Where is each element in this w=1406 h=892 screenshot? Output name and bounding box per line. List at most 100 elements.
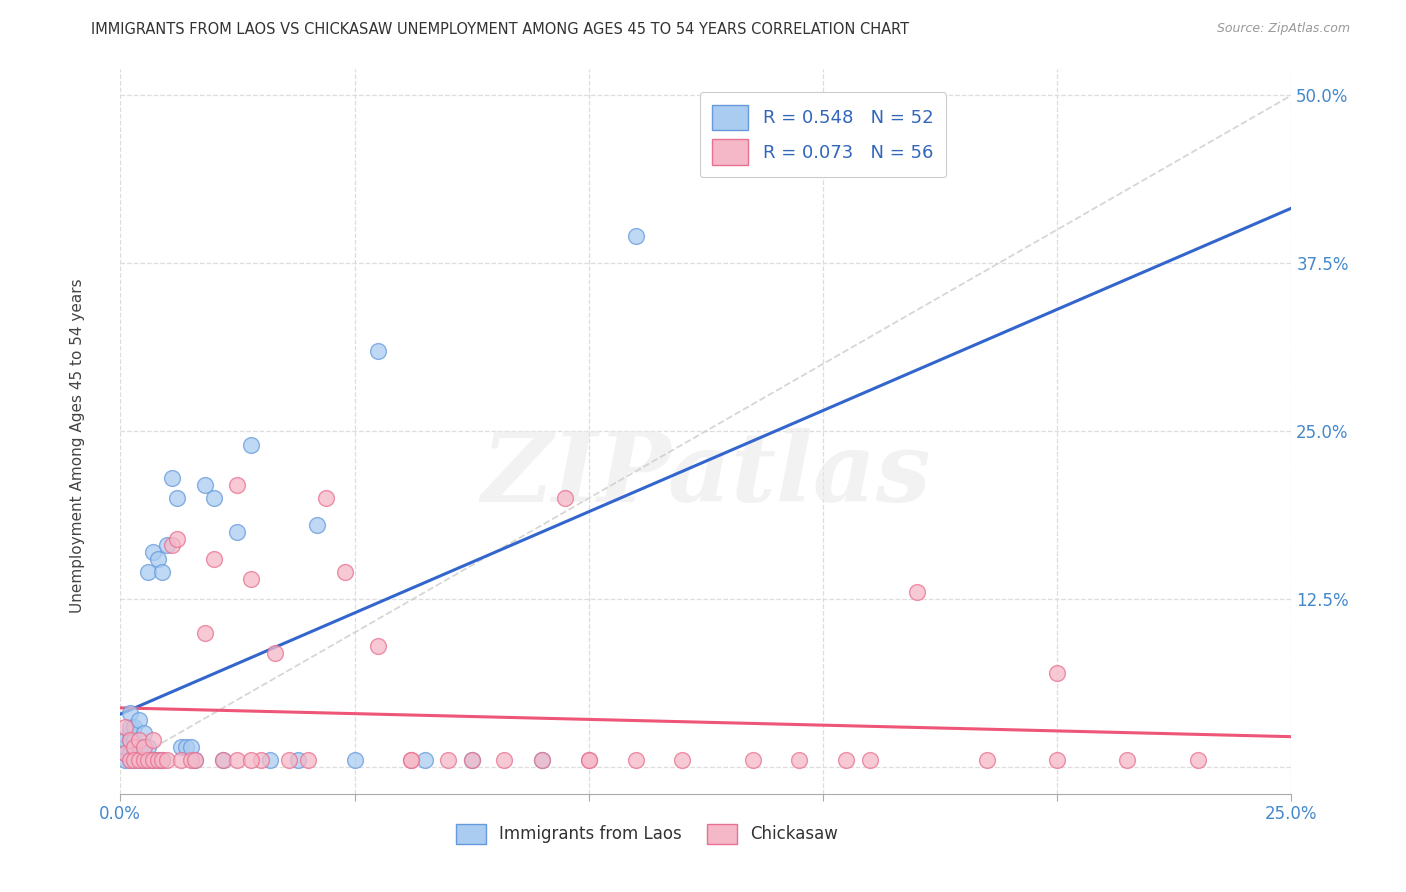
Point [315,491,337,506]
Point [250,753,273,767]
Legend: R = 0.548   N = 52, R = 0.073   N = 56: R = 0.548 N = 52, R = 0.073 N = 56 [700,92,946,178]
Point [259,753,281,767]
Point [184,753,207,767]
Point [128,733,150,747]
Point [124,739,146,754]
Point [180,739,202,754]
Point [132,739,155,754]
Point [142,545,165,559]
Point [138,753,160,767]
Point [124,753,146,767]
Point [142,753,165,767]
Point [114,753,136,767]
Point [128,739,150,754]
Point [226,524,249,539]
Point [333,565,356,579]
Point [905,585,928,599]
Point [114,747,136,761]
Point [152,753,174,767]
Text: IMMIGRANTS FROM LAOS VS CHICKASAW UNEMPLOYMENT AMONG AGES 45 TO 54 YEARS CORRELA: IMMIGRANTS FROM LAOS VS CHICKASAW UNEMPL… [91,22,910,37]
Point [240,437,263,451]
Point [1046,753,1069,767]
Point [212,753,235,767]
Point [194,478,217,492]
Point [138,565,160,579]
Point [184,753,207,767]
Point [128,753,150,767]
Point [132,747,155,761]
Point [160,538,183,552]
Point [1046,665,1069,680]
Point [138,753,160,767]
Point [118,733,141,747]
Point [305,518,328,533]
Point [460,753,482,767]
Point [530,753,553,767]
Point [343,753,366,767]
Point [124,747,146,761]
Point [124,753,146,767]
Point [741,753,763,767]
Point [166,532,188,546]
Point [128,747,150,761]
Point [1116,753,1139,767]
Point [138,739,160,754]
Point [166,491,188,506]
Point [212,753,235,767]
Point [170,739,193,754]
Point [160,471,183,485]
Point [789,753,811,767]
Point [124,739,146,754]
Point [624,229,647,244]
Point [146,753,169,767]
Point [530,753,553,767]
Point [578,753,600,767]
Point [114,733,136,747]
Text: Source: ZipAtlas.com: Source: ZipAtlas.com [1216,22,1350,36]
Point [128,753,150,767]
Point [152,753,174,767]
Point [240,572,263,586]
Point [437,753,460,767]
Point [671,753,693,767]
Point [835,753,858,767]
Point [118,706,141,720]
Point [1187,753,1209,767]
Point [118,753,141,767]
Point [494,753,516,767]
Point [142,753,165,767]
Point [277,753,299,767]
Point [287,753,309,767]
Point [399,753,422,767]
Point [413,753,436,767]
Point [859,753,882,767]
Point [226,478,249,492]
Point [124,719,146,733]
Point [554,491,576,506]
Point [114,739,136,754]
Point [118,719,141,733]
Point [226,753,249,767]
Point [264,646,287,660]
Point [118,733,141,747]
Point [460,753,482,767]
Point [118,753,141,767]
Point [142,733,165,747]
Point [124,733,146,747]
Point [367,343,389,358]
Text: ZIPatlas: ZIPatlas [481,427,931,522]
Point [156,538,179,552]
Point [146,753,169,767]
Point [202,491,225,506]
Point [174,739,197,754]
Point [624,753,647,767]
Point [976,753,998,767]
Point [367,639,389,653]
Point [240,753,263,767]
Point [297,753,319,767]
Point [118,747,141,761]
Point [114,747,136,761]
Point [132,753,155,767]
Point [132,726,155,740]
Point [146,551,169,566]
